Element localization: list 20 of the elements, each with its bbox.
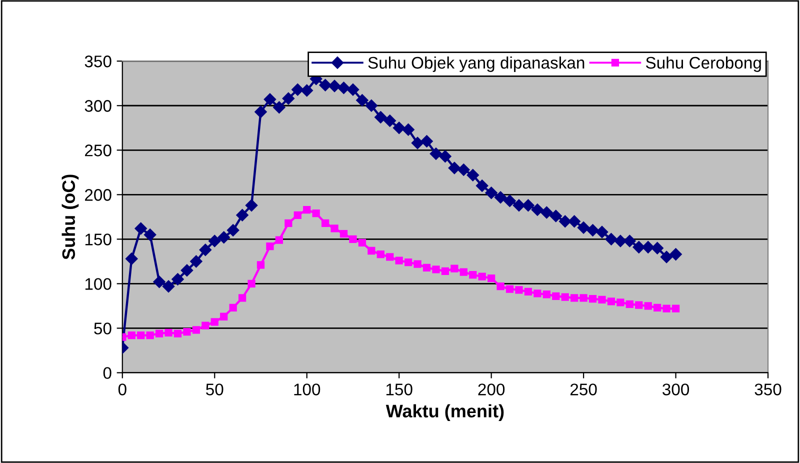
x-tick-label: 350 [754,384,782,396]
x-tick-label: 50 [206,384,224,396]
legend-label: Suhu Objek yang dipanaskan [368,56,584,72]
x-tick-label: 200 [478,384,505,396]
legend-label: Suhu Cerobong [646,56,761,72]
y-tick-label: 150 [85,234,112,246]
y-tick-label: 0 [103,367,112,379]
y-tick-label: 50 [94,322,112,334]
y-tick-label: 200 [85,189,112,201]
x-axis-title: Waktu (menit) [386,404,504,422]
y-tick-label: 350 [84,56,112,68]
y-tick-label: 100 [85,278,112,290]
y-axis-title: Suhu (oC) [62,174,79,260]
x-tick-label: 0 [118,384,126,396]
x-tick-label: 300 [662,384,690,396]
x-tick-label: 250 [570,384,597,396]
x-tick-label: 100 [294,384,320,396]
y-tick-label: 300 [84,100,112,112]
y-tick-label: 250 [85,144,112,156]
x-tick-label: 150 [386,384,412,396]
